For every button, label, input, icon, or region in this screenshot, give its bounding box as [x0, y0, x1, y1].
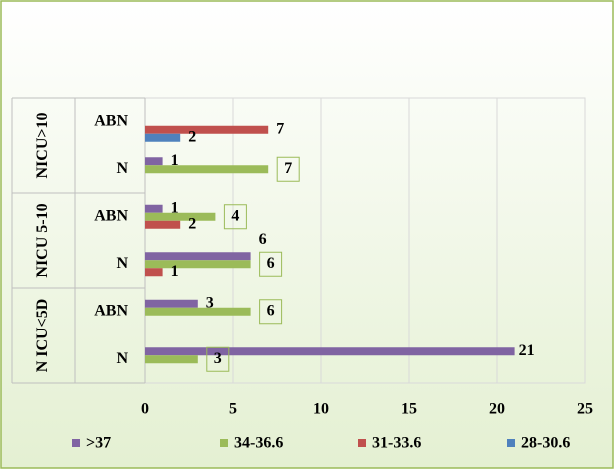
data-label: 1	[171, 152, 179, 169]
bar	[145, 347, 515, 356]
bar	[145, 355, 198, 364]
data-label-box	[259, 251, 283, 277]
legend-label: >37	[86, 435, 111, 452]
group-label: NICU>10	[34, 112, 51, 178]
data-label-box	[223, 204, 247, 230]
data-label-box	[259, 299, 283, 325]
legend-swatch	[507, 439, 515, 447]
legend-label: 31-33.6	[372, 435, 421, 452]
bar	[145, 204, 163, 213]
bar	[145, 157, 163, 166]
x-tick-label: 25	[577, 401, 593, 418]
bar	[145, 125, 269, 134]
data-label: 4	[231, 207, 239, 224]
data-label: 1	[171, 263, 179, 280]
y-tick-label: ABN	[94, 207, 128, 224]
legend-label: 34-36.6	[234, 435, 283, 452]
bar	[145, 260, 251, 269]
y-tick-label: ABN	[94, 302, 128, 319]
legend-swatch	[358, 439, 366, 447]
data-label: 7	[276, 120, 284, 137]
legend-swatch	[72, 439, 80, 447]
x-tick-label: 0	[141, 401, 149, 418]
y-tick-label: ABN	[94, 112, 128, 129]
x-tick-label: 5	[229, 401, 237, 418]
data-label-box	[206, 346, 230, 372]
data-label: 2	[188, 128, 196, 145]
data-label: 21	[519, 342, 535, 359]
data-label: 3	[214, 350, 222, 367]
bar	[145, 268, 163, 277]
bar	[145, 212, 216, 221]
legend-swatch	[220, 439, 228, 447]
y-tick-label: N	[116, 255, 128, 272]
bar	[145, 299, 198, 308]
data-label: 6	[259, 231, 267, 248]
data-label: 2	[188, 215, 196, 232]
data-label: 7	[284, 160, 292, 177]
data-label-box	[276, 156, 300, 182]
data-label: 1	[171, 199, 179, 216]
data-label: 3	[206, 294, 214, 311]
bar	[145, 307, 251, 316]
x-tick-label: 15	[401, 401, 417, 418]
bar	[145, 220, 181, 229]
x-tick-label: 10	[313, 401, 329, 418]
data-label: 6	[267, 302, 275, 319]
group-label: NICU 5-10	[34, 203, 51, 277]
group-label: N ICU<5D	[34, 299, 51, 373]
bar	[145, 133, 181, 142]
bar	[145, 252, 251, 261]
legend-label: 28-30.6	[521, 435, 570, 452]
x-tick-label: 20	[489, 401, 505, 418]
y-tick-label: N	[116, 160, 128, 177]
y-tick-label: N	[116, 350, 128, 367]
bar	[145, 165, 269, 174]
data-label: 6	[267, 255, 275, 272]
